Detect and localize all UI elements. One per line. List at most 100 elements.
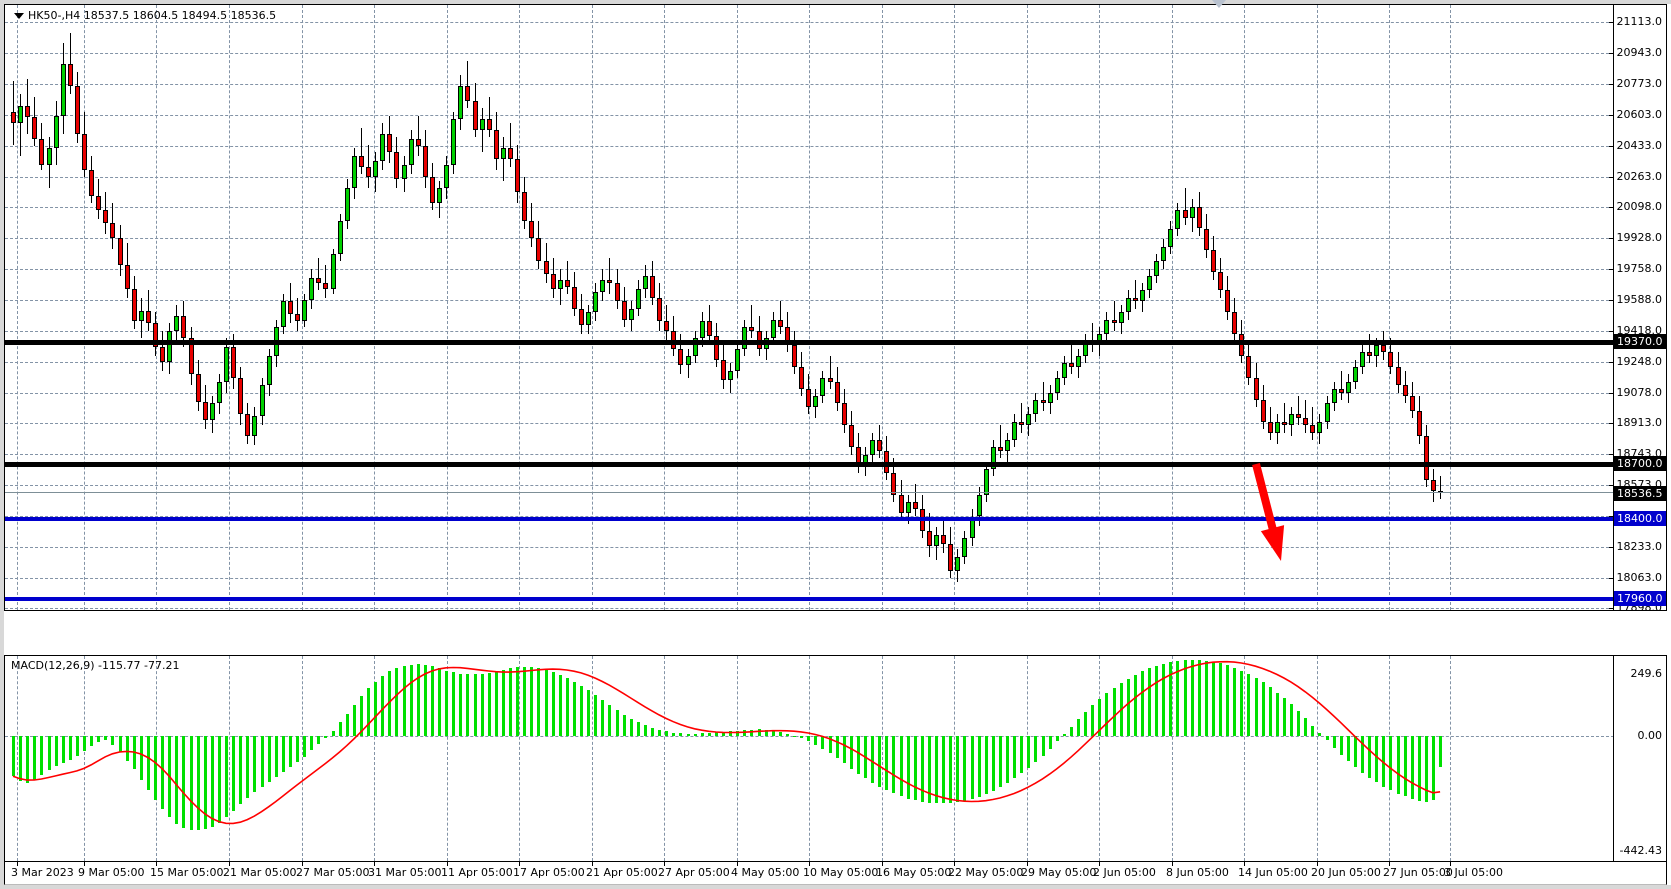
candle-wick: [779, 301, 781, 335]
candle-body-bullish: [18, 106, 24, 123]
macd-plot-area[interactable]: [5, 656, 1666, 861]
candle-body-bearish: [1253, 377, 1259, 400]
candle-body-bearish: [522, 192, 528, 222]
macd-histogram-bar: [707, 732, 711, 737]
macd-histogram-bar: [1318, 733, 1322, 737]
time-gridline: [1244, 5, 1245, 610]
price-level-line[interactable]: [5, 596, 1614, 601]
price-level-tag: 18400.0: [1614, 510, 1666, 526]
macd-histogram-bar: [977, 736, 981, 797]
time-gridline: [302, 656, 303, 861]
candle-body-bearish: [1210, 250, 1216, 273]
price-chart-pane[interactable]: 21113.0 20943.0 20773.0 20603.0 20433.0 20263…: [4, 4, 1667, 611]
candle-body-bearish: [1182, 210, 1188, 218]
price-level-line[interactable]: [5, 516, 1614, 521]
time-axis-label: 27 Apr 05:00: [658, 866, 730, 879]
candle-body-bearish: [493, 130, 499, 160]
macd-histogram-bar: [267, 736, 271, 782]
candle-body-bullish: [408, 139, 414, 165]
macd-histogram-bar: [260, 736, 264, 787]
macd-histogram-bar: [331, 730, 335, 737]
candle-body-bearish: [834, 381, 840, 404]
time-axis-tick: [737, 862, 738, 866]
candle-body-bullish: [259, 385, 265, 417]
candle-body-bearish: [657, 297, 663, 322]
candle-body-bearish: [231, 346, 237, 378]
candle-wick: [1305, 399, 1307, 433]
collapse-triangle-icon[interactable]: [14, 13, 24, 19]
macd-indicator-pane[interactable]: 249.6 0.00 -442.43 MACD(12,26,9) -115.77 -…: [4, 655, 1667, 862]
candle-body-bullish: [1125, 297, 1131, 313]
time-axis-label: 31 Mar 05:00: [368, 866, 442, 879]
macd-histogram-bar: [225, 736, 228, 817]
candle-wick: [751, 305, 753, 338]
candle-body-bullish: [1104, 319, 1110, 335]
time-gridline: [1172, 5, 1173, 610]
time-axis[interactable]: 3 Mar 2023 9 Mar 05:00 15 Mar 05:00 21 Mar …: [4, 862, 1667, 885]
candle-body-bullish: [1274, 421, 1280, 433]
macd-histogram-bar: [1311, 725, 1315, 737]
candle-body-bearish: [32, 117, 38, 140]
time-gridline: [1099, 5, 1100, 610]
macd-histogram-bar: [54, 736, 58, 766]
price-level-line[interactable]: [5, 491, 1614, 493]
macd-histogram-bar: [445, 670, 449, 737]
macd-histogram-bar: [1190, 659, 1194, 737]
macd-histogram-bar: [572, 681, 576, 737]
macd-histogram-bar: [1240, 670, 1244, 737]
candle-body-bullish: [167, 330, 173, 362]
candle-body-bullish: [1139, 290, 1145, 302]
price-scale[interactable]: 21113.0 20943.0 20773.0 20603.0 20433.0 20263…: [1613, 5, 1666, 610]
candle-body-bearish: [564, 279, 570, 287]
time-axis-label: 14 Jun 05:00: [1238, 866, 1308, 879]
macd-histogram-bar: [40, 736, 44, 776]
macd-histogram-bar: [1169, 661, 1173, 737]
candle-wick: [318, 257, 320, 291]
candle-body-bullish: [955, 556, 961, 572]
candle-body-bearish: [579, 308, 584, 326]
candle-body-bullish: [1360, 352, 1365, 368]
macd-histogram-bar: [935, 736, 938, 804]
candle-wick: [325, 264, 327, 298]
price-level-line[interactable]: [5, 339, 1614, 345]
macd-histogram-bar: [544, 669, 548, 737]
candle-body-bearish: [721, 359, 726, 380]
time-axis-label: 29 May 05:00: [1021, 866, 1097, 879]
macd-histogram-bar: [1439, 736, 1443, 768]
macd-histogram-bar: [700, 733, 704, 737]
candle-body-bearish: [1239, 334, 1245, 357]
candle-body-bearish: [394, 151, 400, 180]
macd-histogram-bar: [459, 673, 463, 737]
macd-histogram-bar: [693, 733, 697, 737]
macd-histogram-bar: [1247, 674, 1251, 737]
candle-body-bullish: [46, 148, 52, 165]
candle-body-bearish: [926, 531, 932, 546]
price-plot-area[interactable]: [5, 5, 1666, 610]
time-axis-label: 21 Mar 05:00: [223, 866, 297, 879]
price-axis-label: 20433.0: [1616, 138, 1663, 152]
macd-histogram-bar: [296, 736, 299, 762]
time-axis-tick: [302, 862, 303, 866]
macd-histogram-bar: [1339, 736, 1343, 755]
macd-histogram-bar: [430, 665, 434, 737]
price-level-line[interactable]: [5, 461, 1614, 467]
macd-histogram-bar: [1084, 712, 1088, 737]
candle-wick: [1369, 334, 1371, 364]
candle-body-bullish: [479, 119, 485, 131]
macd-scale[interactable]: 249.6 0.00 -442.43: [1613, 656, 1666, 861]
time-axis-label: 20 Jun 05:00: [1311, 866, 1381, 879]
price-axis-label: 18913.0: [1616, 415, 1663, 429]
candle-body-bullish: [437, 188, 442, 203]
candle-body-bearish: [1203, 228, 1209, 251]
candle-body-bearish: [1395, 367, 1401, 386]
candle-body-bullish: [728, 370, 734, 380]
candle-body-bearish: [571, 286, 577, 309]
candle-body-bearish: [1416, 410, 1422, 437]
time-axis-label: 21 Apr 05:00: [586, 866, 658, 879]
macd-histogram-bar: [1034, 736, 1038, 763]
candle-wick: [1134, 279, 1136, 309]
candle-wick: [999, 425, 1001, 459]
macd-histogram-bar: [416, 664, 420, 737]
time-axis-tick: [1099, 862, 1100, 866]
macd-histogram-bar: [800, 736, 804, 739]
